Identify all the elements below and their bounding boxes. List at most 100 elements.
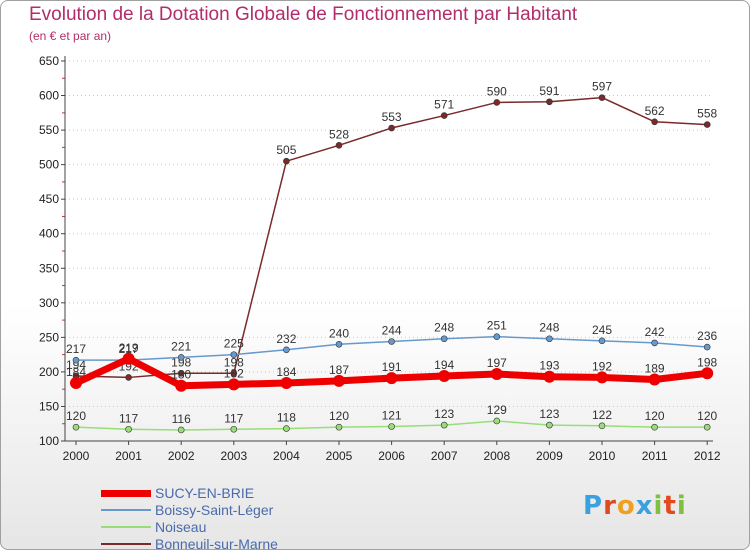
logo-letter: i — [676, 491, 687, 521]
data-label-boissy-saint-leger: 221 — [171, 339, 191, 353]
data-label-boissy-saint-leger: 248 — [539, 321, 559, 335]
data-point-bonneuil-sur-marne — [388, 124, 395, 132]
data-label-bonneuil-sur-marne: 562 — [645, 104, 665, 118]
data-point-sucy-en-brie — [438, 370, 451, 383]
data-point-bonneuil-sur-marne — [651, 118, 658, 126]
x-tick-label: 2002 — [168, 449, 195, 463]
data-label-boissy-saint-leger: 245 — [592, 323, 612, 337]
legend-swatch — [101, 543, 151, 545]
legend-swatch — [101, 526, 151, 528]
legend-swatch — [101, 509, 151, 511]
data-label-sucy-en-brie: 198 — [697, 355, 717, 369]
x-tick-label: 2008 — [483, 449, 510, 463]
data-label-sucy-en-brie: 192 — [592, 359, 612, 373]
data-point-boissy-saint-leger — [230, 351, 238, 358]
data-point-sucy-en-brie — [70, 376, 82, 389]
legend-label: SUCY-EN-BRIE — [155, 485, 255, 501]
data-point-boissy-saint-leger — [388, 338, 395, 345]
data-label-bonneuil-sur-marne: 198 — [224, 355, 244, 369]
data-point-noiseau — [546, 421, 553, 429]
data-point-boissy-saint-leger — [440, 335, 448, 343]
data-label-boissy-saint-leger: 236 — [697, 329, 717, 343]
x-tick-label: 2010 — [589, 449, 616, 463]
data-label-noiseau: 129 — [487, 403, 507, 417]
y-tick-label: 100 — [39, 434, 59, 448]
x-tick-label: 2012 — [694, 449, 721, 463]
data-label-bonneuil-sur-marne: 597 — [592, 80, 612, 94]
data-label-sucy-en-brie: 182 — [224, 366, 244, 380]
data-point-sucy-en-brie — [596, 371, 608, 384]
data-point-sucy-en-brie — [333, 374, 345, 387]
data-point-bonneuil-sur-marne — [230, 369, 238, 377]
data-label-sucy-en-brie: 184 — [276, 365, 296, 379]
data-point-sucy-en-brie — [701, 367, 714, 380]
legend-swatch — [101, 489, 151, 497]
data-label-noiseau: 123 — [539, 407, 559, 421]
x-tick-label: 2003 — [220, 449, 247, 463]
x-tick-label: 2001 — [115, 449, 142, 463]
data-label-noiseau: 116 — [172, 412, 191, 426]
y-tick-label: 300 — [39, 296, 59, 310]
data-label-boissy-saint-leger: 225 — [224, 337, 244, 351]
data-point-bonneuil-sur-marne — [546, 98, 553, 106]
data-label-sucy-en-brie: 180 — [171, 368, 191, 382]
data-point-noiseau — [335, 423, 343, 431]
data-label-sucy-en-brie: 187 — [329, 363, 349, 377]
data-point-boissy-saint-leger — [651, 339, 658, 347]
data-label-noiseau: 121 — [382, 408, 402, 422]
data-point-bonneuil-sur-marne — [335, 141, 343, 149]
y-tick-label: 450 — [39, 192, 59, 206]
data-point-noiseau — [230, 425, 238, 433]
chart-subtitle: (en € et par an) — [29, 29, 112, 43]
logo-letter: x — [635, 491, 654, 521]
legend-label: Noiseau — [155, 519, 207, 535]
logo-letter: r — [603, 491, 617, 521]
data-point-noiseau — [440, 421, 448, 429]
y-tick-label: 400 — [39, 227, 59, 241]
data-label-noiseau: 122 — [592, 408, 612, 422]
data-point-noiseau — [72, 423, 80, 431]
x-tick-label: 2006 — [378, 449, 405, 463]
proxiti-logo: Proxiti — [583, 491, 687, 521]
data-point-sucy-en-brie — [543, 370, 556, 383]
x-tick-label: 2007 — [431, 449, 458, 463]
line-chart: 100 150 200 250 300 350 400 450 500 550 600 650 2000… — [39, 54, 721, 463]
data-point-boissy-saint-leger — [283, 346, 290, 354]
data-label-noiseau: 120 — [645, 409, 665, 423]
data-label-noiseau: 118 — [277, 411, 296, 425]
data-label-boissy-saint-leger: 242 — [645, 325, 665, 339]
logo-letter: P — [583, 491, 604, 521]
data-label-boissy-saint-leger: 240 — [329, 326, 349, 340]
data-point-bonneuil-sur-marne — [598, 94, 606, 101]
data-point-noiseau — [177, 426, 185, 434]
data-label-noiseau: 120 — [329, 409, 349, 423]
data-point-sucy-en-brie — [385, 372, 398, 385]
y-tick-label: 500 — [39, 158, 59, 172]
y-tick-label: 250 — [39, 330, 59, 344]
data-label-noiseau: 117 — [119, 411, 138, 425]
data-label-sucy-en-brie: 184 — [66, 365, 86, 379]
y-tick-label: 600 — [39, 89, 59, 103]
x-tick-label: 2004 — [273, 449, 300, 463]
data-label-sucy-en-brie: 219 — [119, 341, 139, 355]
data-label-boissy-saint-leger: 251 — [487, 319, 507, 333]
data-label-noiseau: 120 — [66, 409, 86, 423]
data-point-boissy-saint-leger — [598, 337, 606, 345]
data-point-boissy-saint-leger — [335, 340, 343, 348]
data-point-bonneuil-sur-marne — [703, 121, 711, 128]
legend-label: Bonneuil-sur-Marne — [155, 536, 278, 550]
y-tick-label: 200 — [39, 365, 59, 379]
data-point-sucy-en-brie — [280, 376, 293, 389]
legend-label: Boissy-Saint-Léger — [155, 502, 274, 518]
logo-letter: o — [616, 491, 636, 521]
data-label-sucy-en-brie: 194 — [434, 358, 454, 372]
data-label-bonneuil-sur-marne: 198 — [171, 355, 191, 369]
x-tick-label: 2011 — [642, 449, 668, 463]
data-label-noiseau: 123 — [434, 407, 454, 421]
data-point-bonneuil-sur-marne — [177, 369, 185, 377]
data-point-noiseau — [125, 425, 132, 433]
data-point-boissy-saint-leger — [703, 343, 711, 351]
x-tick-label: 2009 — [536, 449, 563, 463]
data-point-sucy-en-brie — [227, 378, 240, 391]
